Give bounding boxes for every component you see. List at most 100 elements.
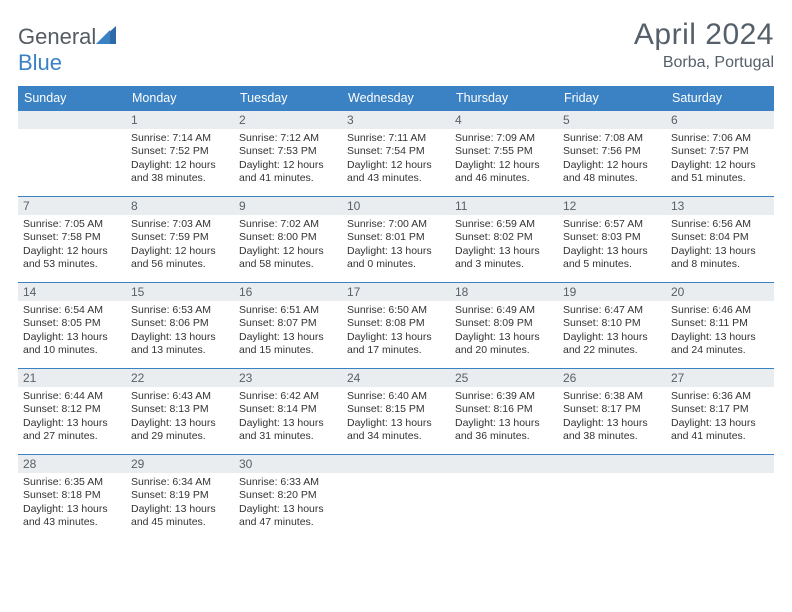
calendar-body: 1Sunrise: 7:14 AMSunset: 7:52 PMDaylight… [18, 110, 774, 540]
detail-line: Daylight: 13 hours [563, 245, 662, 258]
detail-line: Sunrise: 7:00 AM [347, 218, 446, 231]
day-details: Sunrise: 6:36 AMSunset: 8:17 PMDaylight:… [666, 387, 774, 448]
detail-line: Daylight: 13 hours [23, 417, 122, 430]
detail-line: Daylight: 13 hours [347, 331, 446, 344]
calendar-row: 1Sunrise: 7:14 AMSunset: 7:52 PMDaylight… [18, 110, 774, 196]
calendar-cell: 17Sunrise: 6:50 AMSunset: 8:08 PMDayligh… [342, 282, 450, 368]
calendar-cell: 5Sunrise: 7:08 AMSunset: 7:56 PMDaylight… [558, 110, 666, 196]
detail-line: Daylight: 13 hours [131, 417, 230, 430]
day-number: 14 [18, 282, 126, 301]
calendar-cell [666, 454, 774, 540]
calendar-cell: 24Sunrise: 6:40 AMSunset: 8:15 PMDayligh… [342, 368, 450, 454]
detail-line: Sunset: 7:59 PM [131, 231, 230, 244]
detail-line: Sunset: 8:20 PM [239, 489, 338, 502]
day-number: 29 [126, 454, 234, 473]
detail-line: Sunset: 7:56 PM [563, 145, 662, 158]
calendar-cell: 3Sunrise: 7:11 AMSunset: 7:54 PMDaylight… [342, 110, 450, 196]
day-number: 23 [234, 368, 342, 387]
col-wednesday: Wednesday [342, 86, 450, 110]
calendar-cell [342, 454, 450, 540]
calendar-cell [558, 454, 666, 540]
calendar-cell [18, 110, 126, 196]
day-details: Sunrise: 6:42 AMSunset: 8:14 PMDaylight:… [234, 387, 342, 448]
month-title: April 2024 [634, 18, 774, 52]
detail-line: Sunrise: 6:42 AM [239, 390, 338, 403]
detail-line: Sunrise: 6:57 AM [563, 218, 662, 231]
day-details: Sunrise: 6:50 AMSunset: 8:08 PMDaylight:… [342, 301, 450, 362]
day-number: 13 [666, 196, 774, 215]
detail-line: Sunset: 8:07 PM [239, 317, 338, 330]
detail-line: Sunrise: 6:34 AM [131, 476, 230, 489]
detail-line: Daylight: 12 hours [455, 159, 554, 172]
day-details: Sunrise: 7:00 AMSunset: 8:01 PMDaylight:… [342, 215, 450, 276]
location: Borba, Portugal [634, 54, 774, 72]
detail-line: and 34 minutes. [347, 430, 446, 443]
day-number: 16 [234, 282, 342, 301]
day-number: 20 [666, 282, 774, 301]
calendar-cell: 15Sunrise: 6:53 AMSunset: 8:06 PMDayligh… [126, 282, 234, 368]
logo-text: GeneralBlue [18, 24, 116, 76]
detail-line: Sunset: 7:57 PM [671, 145, 770, 158]
day-number: 27 [666, 368, 774, 387]
detail-line: Daylight: 12 hours [131, 245, 230, 258]
detail-line: and 41 minutes. [239, 172, 338, 185]
day-number: 18 [450, 282, 558, 301]
day-number: 28 [18, 454, 126, 473]
calendar-table: Sunday Monday Tuesday Wednesday Thursday… [18, 86, 774, 540]
detail-line: and 41 minutes. [671, 430, 770, 443]
calendar-cell: 28Sunrise: 6:35 AMSunset: 8:18 PMDayligh… [18, 454, 126, 540]
detail-line: Sunrise: 6:53 AM [131, 304, 230, 317]
day-details: Sunrise: 6:59 AMSunset: 8:02 PMDaylight:… [450, 215, 558, 276]
day-number [18, 110, 126, 129]
day-number: 4 [450, 110, 558, 129]
detail-line: and 15 minutes. [239, 344, 338, 357]
detail-line: Sunrise: 6:49 AM [455, 304, 554, 317]
detail-line: and 29 minutes. [131, 430, 230, 443]
detail-line: Daylight: 13 hours [455, 245, 554, 258]
day-number [666, 454, 774, 473]
logo-sail-icon [96, 24, 116, 50]
detail-line: Sunrise: 7:14 AM [131, 132, 230, 145]
calendar-cell: 4Sunrise: 7:09 AMSunset: 7:55 PMDaylight… [450, 110, 558, 196]
detail-line: Sunset: 8:00 PM [239, 231, 338, 244]
detail-line: Daylight: 12 hours [131, 159, 230, 172]
detail-line: and 5 minutes. [563, 258, 662, 271]
detail-line: Daylight: 12 hours [239, 159, 338, 172]
day-number: 17 [342, 282, 450, 301]
detail-line: Daylight: 13 hours [239, 331, 338, 344]
calendar-cell: 13Sunrise: 6:56 AMSunset: 8:04 PMDayligh… [666, 196, 774, 282]
detail-line: Sunrise: 6:59 AM [455, 218, 554, 231]
detail-line: Sunset: 8:08 PM [347, 317, 446, 330]
detail-line: Daylight: 13 hours [131, 503, 230, 516]
day-details: Sunrise: 6:46 AMSunset: 8:11 PMDaylight:… [666, 301, 774, 362]
calendar-cell: 11Sunrise: 6:59 AMSunset: 8:02 PMDayligh… [450, 196, 558, 282]
day-number: 9 [234, 196, 342, 215]
detail-line: and 3 minutes. [455, 258, 554, 271]
detail-line: Sunset: 7:53 PM [239, 145, 338, 158]
detail-line: Sunset: 7:52 PM [131, 145, 230, 158]
day-number: 22 [126, 368, 234, 387]
detail-line: and 43 minutes. [23, 516, 122, 529]
detail-line: and 31 minutes. [239, 430, 338, 443]
day-number: 6 [666, 110, 774, 129]
logo-text-general: General [18, 24, 96, 49]
detail-line: and 38 minutes. [563, 430, 662, 443]
day-number: 15 [126, 282, 234, 301]
detail-line: Daylight: 13 hours [671, 417, 770, 430]
detail-line: and 53 minutes. [23, 258, 122, 271]
day-number: 30 [234, 454, 342, 473]
day-details: Sunrise: 6:38 AMSunset: 8:17 PMDaylight:… [558, 387, 666, 448]
day-number: 24 [342, 368, 450, 387]
detail-line: Sunrise: 6:51 AM [239, 304, 338, 317]
day-number: 2 [234, 110, 342, 129]
col-sunday: Sunday [18, 86, 126, 110]
detail-line: Sunrise: 7:06 AM [671, 132, 770, 145]
day-details [450, 473, 558, 480]
calendar-cell: 26Sunrise: 6:38 AMSunset: 8:17 PMDayligh… [558, 368, 666, 454]
day-number [450, 454, 558, 473]
day-number: 26 [558, 368, 666, 387]
detail-line: Daylight: 12 hours [563, 159, 662, 172]
calendar-cell: 25Sunrise: 6:39 AMSunset: 8:16 PMDayligh… [450, 368, 558, 454]
detail-line: Daylight: 13 hours [347, 245, 446, 258]
detail-line: Daylight: 13 hours [347, 417, 446, 430]
